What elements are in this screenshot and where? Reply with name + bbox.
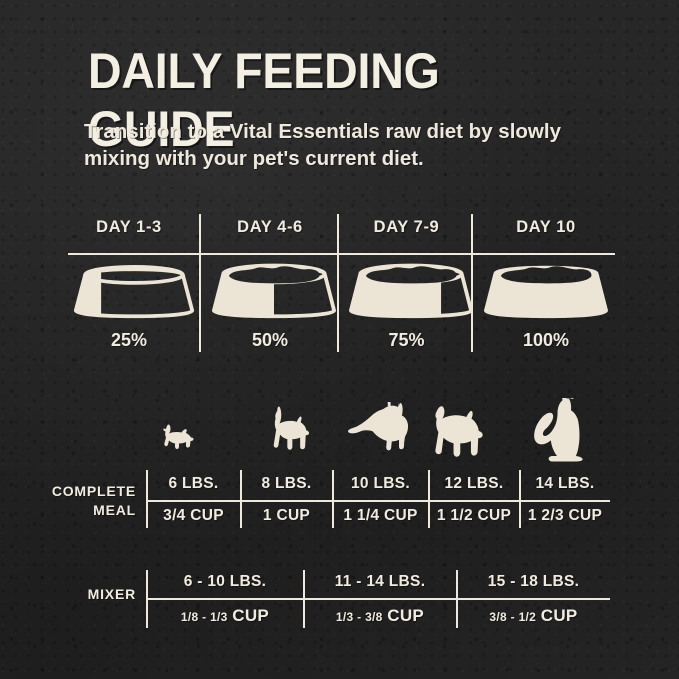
- mixer-amount-3-fraction: 3/8 - 1/2: [489, 610, 537, 624]
- complete-meal-divider-3: [428, 470, 430, 528]
- mixer-amount-2-fraction: 1/3 - 3/8: [335, 610, 383, 624]
- cat-silhouette-sitting-icon: [523, 391, 601, 466]
- mixer-horizontal-rule: [146, 598, 610, 600]
- complete-meal-weight-4: 12 LBS.: [444, 475, 504, 492]
- percent-label-4: 100%: [522, 330, 570, 350]
- complete-meal-horizontal-rule: [146, 500, 610, 502]
- percent-label-2: 50%: [251, 330, 289, 350]
- day-label-2: DAY 4-6: [237, 218, 303, 236]
- complete-meal-weight-2: 8 LBS.: [261, 475, 312, 492]
- complete-meal-amount-3: 1 1/4 CUP: [343, 507, 418, 524]
- complete-meal-amount-2: 1 CUP: [262, 507, 311, 524]
- mixer-amount-1: 1/8 - 1/3 CUP: [147, 606, 303, 626]
- dog-bowl-icon-25: [68, 258, 195, 320]
- complete-meal-weight-5: 14 LBS.: [535, 475, 595, 492]
- mixer-amount-1-fraction: 1/8 - 1/3: [180, 610, 228, 624]
- day-label-3: DAY 7-9: [373, 218, 440, 236]
- complete-meal-weight-1: 6 LBS.: [168, 475, 219, 492]
- page-subtitle: Transition to a Vital Essentials raw die…: [84, 120, 561, 170]
- mixer-row-title: MIXER: [87, 586, 136, 602]
- complete-meal-divider-2: [332, 470, 334, 528]
- complete-meal-amount-4: 1 1/2 CUP: [436, 507, 512, 524]
- complete-meal-left-rule: [146, 470, 148, 528]
- cat-silhouette-kitten-icon: [155, 420, 205, 467]
- day-label-4: DAY 10: [516, 218, 576, 236]
- cat-size-scale: [0, 391, 679, 467]
- transition-divider-3: [471, 214, 473, 352]
- mixer-amount-2: 1/3 - 3/8 CUP: [304, 606, 456, 626]
- mixer-amount-3: 3/8 - 1/2 CUP: [457, 606, 610, 626]
- page-title: DAILY FEEDING GUIDE: [88, 43, 440, 157]
- complete-meal-title-line1: COMPLETE: [51, 483, 136, 499]
- mixer-weight-1: 6 - 10 LBS.: [183, 573, 267, 590]
- complete-meal-title-line2: MEAL: [93, 502, 136, 518]
- complete-meal-divider-1: [240, 470, 242, 528]
- mixer-amount-1-unit: CUP: [232, 606, 270, 625]
- dog-bowl-icon-100: [478, 258, 614, 320]
- percent-label-1: 25%: [110, 330, 148, 350]
- complete-meal-divider-4: [519, 470, 521, 528]
- transition-horizontal-rule: [68, 253, 615, 255]
- cat-silhouette-stretching-icon: [346, 398, 422, 466]
- complete-meal-amount-5: 1 2/3 CUP: [527, 507, 603, 524]
- mixer-weight-2: 11 - 14 LBS.: [334, 573, 426, 590]
- cat-silhouette-walking-small-icon: [258, 404, 320, 466]
- dog-bowl-icon-50: [208, 258, 336, 320]
- complete-meal-row-title: COMPLETE MEAL: [40, 482, 136, 520]
- cat-silhouette-walking-large-icon: [430, 400, 504, 466]
- day-label-1: DAY 1-3: [96, 218, 162, 236]
- mixer-amount-2-unit: CUP: [387, 606, 425, 625]
- transition-divider-2: [337, 214, 339, 352]
- complete-meal-weight-3: 10 LBS.: [351, 475, 410, 492]
- percent-label-3: 75%: [388, 330, 425, 350]
- transition-divider-1: [199, 214, 201, 352]
- complete-meal-amount-1: 3/4 CUP: [163, 507, 224, 524]
- mixer-amount-3-unit: CUP: [540, 606, 578, 625]
- mixer-weight-3: 15 - 18 LBS.: [487, 573, 580, 590]
- dog-bowl-icon-75: [345, 258, 473, 320]
